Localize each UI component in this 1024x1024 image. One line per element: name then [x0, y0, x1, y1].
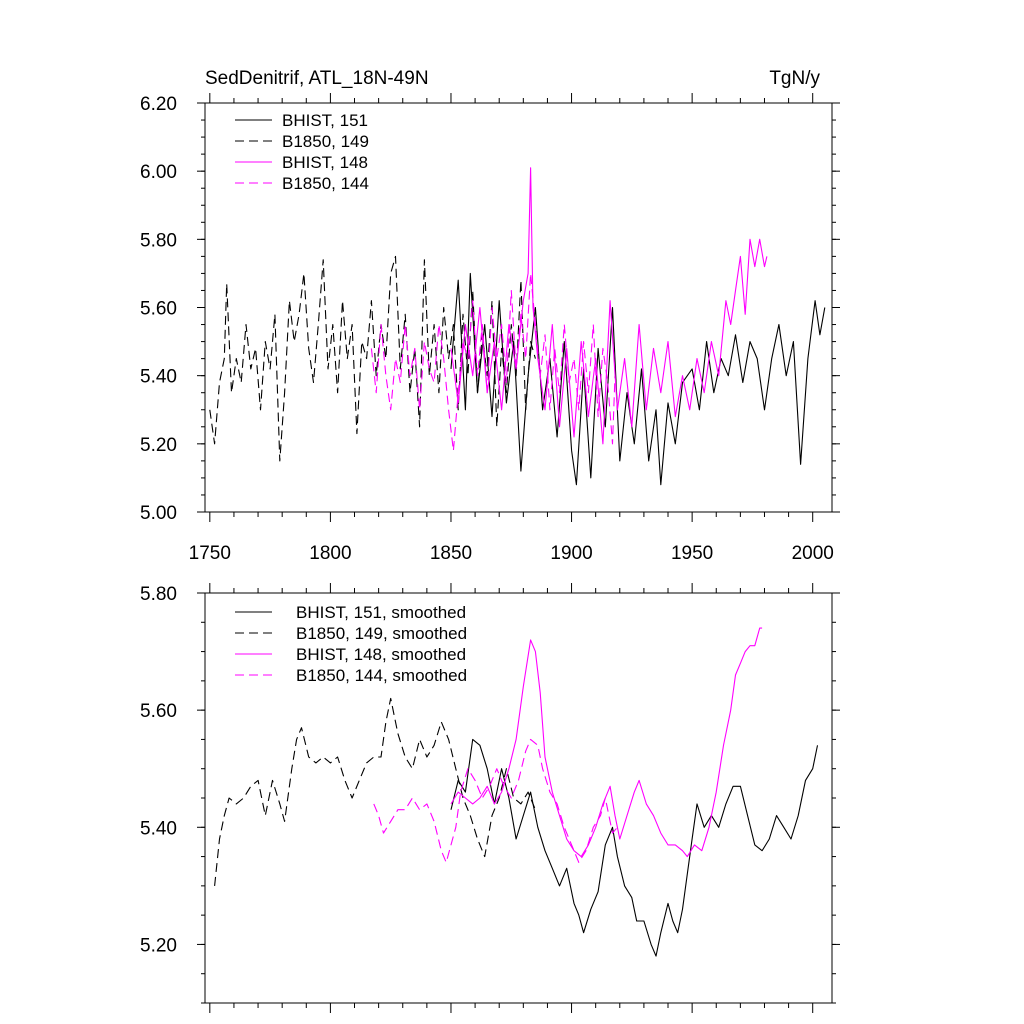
y-tick-label: 6.20	[140, 94, 177, 115]
legend-label: BHIST, 148	[282, 153, 368, 172]
series-line	[209, 255, 536, 462]
x-tick-label: 1900	[550, 543, 592, 564]
bottom-series-group	[214, 627, 819, 957]
x-tick-label: 1850	[430, 543, 472, 564]
series-line	[450, 272, 826, 486]
bottom-axis-labels: 5.20 5.40 5.60 5.80	[140, 584, 177, 956]
top-plot-frame	[204, 102, 833, 513]
x-tick-label: 2000	[792, 543, 834, 564]
series-line	[450, 167, 768, 445]
legend-label: BHIST, 151	[282, 111, 368, 130]
y-tick-label: 5.80	[140, 584, 177, 605]
legend-label: B1850, 144, smoothed	[296, 666, 467, 685]
units-label: TgN/y	[769, 68, 820, 89]
series-line	[450, 627, 763, 858]
y-tick-label: 5.60	[140, 299, 177, 320]
y-tick-label: 5.60	[140, 701, 177, 722]
top-legend: BHIST, 151 B1850, 149 BHIST, 148 B1850, 144	[235, 111, 369, 193]
y-tick-label: 6.00	[140, 162, 177, 183]
bottom-plot-frame	[204, 592, 833, 1004]
series-line	[370, 272, 616, 452]
y-tick-label: 5.40	[140, 367, 177, 388]
series-line	[214, 697, 536, 886]
top-panel: 5.00 5.20 5.40 5.60 5.80 6.00 6.20 1750 1800 1850…	[140, 93, 840, 564]
y-tick-label: 5.20	[140, 935, 177, 956]
y-tick-label: 5.80	[140, 230, 177, 251]
series-line	[450, 738, 819, 957]
x-tick-label: 1750	[189, 543, 231, 564]
chart-title: SedDenitrif, ATL_18N-49N	[205, 68, 429, 89]
legend-label: B1850, 149	[282, 132, 369, 151]
bottom-panel: 5.20 5.40 5.60 5.80 BHIST, 151, smoothed B18…	[140, 583, 840, 1013]
y-tick-label: 5.40	[140, 818, 177, 839]
top-axis-labels: 5.00 5.20 5.40 5.60 5.80 6.00 6.20 1750 1800 1850…	[140, 94, 834, 564]
top-axis-ticks	[197, 93, 840, 522]
bottom-legend: BHIST, 151, smoothed B1850, 149, smoothed…	[235, 603, 467, 685]
legend-label: B1850, 149, smoothed	[296, 624, 467, 643]
y-tick-label: 5.20	[140, 435, 177, 456]
y-tick-label: 5.00	[140, 503, 177, 524]
legend-label: BHIST, 151, smoothed	[296, 603, 466, 622]
top-series-group	[209, 167, 826, 486]
x-tick-label: 1950	[671, 543, 713, 564]
bottom-axis-ticks	[197, 583, 840, 1013]
legend-label: BHIST, 148, smoothed	[296, 645, 466, 664]
legend-label: B1850, 144	[282, 174, 369, 193]
series-line	[373, 738, 618, 863]
x-tick-label: 1800	[309, 543, 351, 564]
